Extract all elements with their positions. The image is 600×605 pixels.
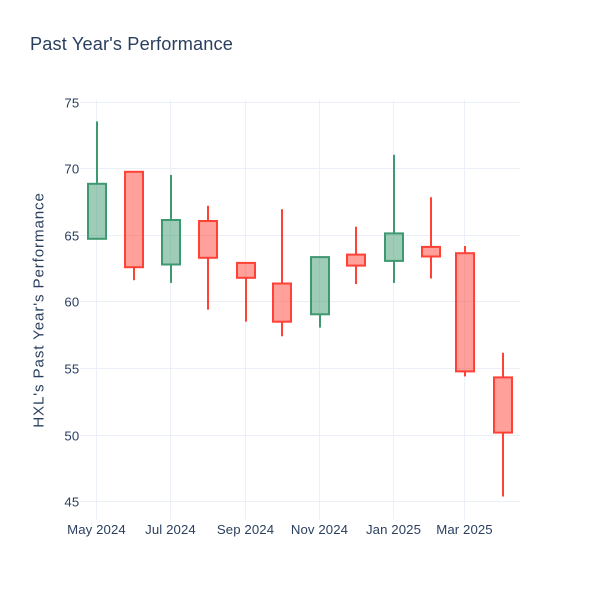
svg-text:HXL's Past Year's Performance: HXL's Past Year's Performance	[31, 192, 48, 428]
svg-text:Mar 2025: Mar 2025	[436, 522, 493, 537]
svg-text:Jul 2024: Jul 2024	[145, 522, 196, 537]
svg-text:50: 50	[64, 428, 79, 443]
svg-text:Jan 2025: Jan 2025	[366, 522, 421, 537]
svg-text:May 2024: May 2024	[67, 522, 126, 537]
svg-text:75: 75	[64, 95, 79, 110]
svg-text:Sep 2024: Sep 2024	[217, 522, 274, 537]
svg-text:55: 55	[64, 361, 79, 376]
svg-text:60: 60	[64, 294, 79, 309]
svg-text:Past Year's Performance: Past Year's Performance	[30, 34, 233, 54]
svg-text:45: 45	[64, 494, 79, 509]
svg-text:Nov 2024: Nov 2024	[291, 522, 348, 537]
svg-text:70: 70	[64, 161, 79, 176]
svg-text:65: 65	[64, 228, 79, 243]
